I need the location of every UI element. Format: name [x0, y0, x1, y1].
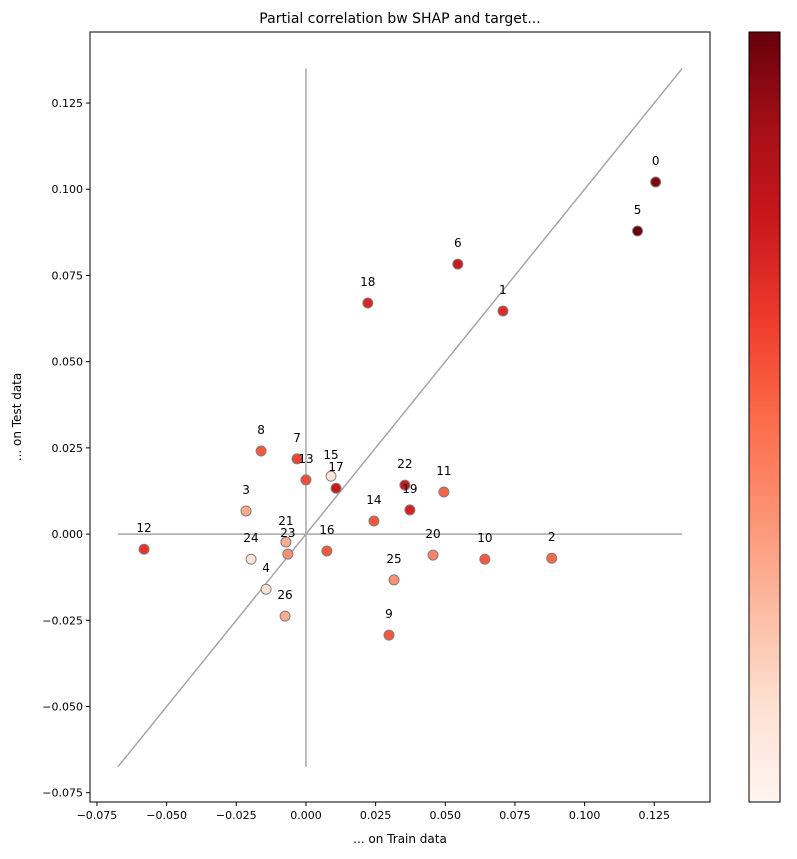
data-point-25	[388, 574, 400, 586]
data-point-4	[260, 583, 272, 595]
data-point-3	[240, 505, 252, 517]
x-tick-label: 0.000	[290, 809, 322, 822]
data-point-9	[383, 629, 395, 641]
x-tick-label: 0.125	[639, 809, 671, 822]
point-label-1: 1	[499, 283, 507, 297]
point-label-7: 7	[293, 431, 301, 445]
point-label-23: 23	[280, 526, 295, 540]
plot-frame	[89, 31, 711, 803]
point-label-21: 21	[278, 514, 293, 528]
point-label-16: 16	[319, 523, 334, 537]
point-label-19: 19	[402, 482, 417, 496]
y-axis-label: ... on Test data	[10, 373, 24, 462]
data-point-16	[321, 545, 333, 557]
point-label-8: 8	[257, 423, 265, 437]
y-tick-label: −0.050	[42, 700, 83, 713]
data-point-17	[330, 482, 342, 494]
data-point-15	[325, 470, 337, 482]
data-point-5	[632, 225, 644, 237]
y-tick-label: 0.125	[52, 97, 84, 110]
y-tick-label: 0.025	[52, 442, 84, 455]
data-point-14	[368, 515, 380, 527]
x-tick-label: −0.075	[77, 809, 118, 822]
point-label-2: 2	[548, 530, 556, 544]
data-point-1	[497, 305, 509, 317]
x-tick-label: 0.075	[499, 809, 531, 822]
x-tick-label: −0.050	[146, 809, 187, 822]
data-point-10	[479, 553, 491, 565]
y-tick-label: −0.025	[42, 614, 83, 627]
colorbar	[748, 31, 781, 803]
y-tick-label: −0.075	[42, 787, 83, 800]
data-point-20	[427, 549, 439, 561]
y-tick-label: 0.050	[52, 356, 84, 369]
data-point-6	[452, 258, 464, 270]
x-tick-label: 0.050	[430, 809, 462, 822]
data-point-26	[279, 610, 291, 622]
point-label-24: 24	[243, 531, 258, 545]
point-label-4: 4	[262, 561, 270, 575]
point-label-25: 25	[386, 552, 401, 566]
point-label-12: 12	[136, 521, 151, 535]
point-label-20: 20	[425, 527, 440, 541]
point-label-13: 13	[298, 452, 313, 466]
point-label-0: 0	[652, 154, 660, 168]
data-point-19	[404, 504, 416, 516]
data-point-12	[138, 543, 150, 555]
point-label-6: 6	[454, 236, 462, 250]
diagonal-line	[117, 68, 683, 768]
x-tick-label: 0.025	[360, 809, 392, 822]
data-point-22	[399, 479, 411, 491]
data-point-23	[282, 548, 294, 560]
x-tick-label: −0.025	[216, 809, 257, 822]
data-point-2	[546, 552, 558, 564]
data-point-8	[255, 445, 267, 457]
point-label-10: 10	[477, 531, 492, 545]
y-tick-label: 0.000	[52, 528, 84, 541]
point-label-22: 22	[397, 457, 412, 471]
x-tick-label: 0.100	[569, 809, 601, 822]
data-point-18	[362, 297, 374, 309]
point-label-5: 5	[634, 203, 642, 217]
y-tick-label: 0.075	[52, 269, 84, 282]
point-label-3: 3	[242, 483, 250, 497]
data-point-21	[280, 536, 292, 548]
x-axis-label: ... on Train data	[353, 832, 447, 846]
data-point-0	[650, 176, 662, 188]
data-point-11	[438, 486, 450, 498]
y-tick-label: 0.100	[52, 183, 84, 196]
chart-title: Partial correlation bw SHAP and target..…	[259, 11, 540, 27]
point-label-26: 26	[277, 588, 292, 602]
point-label-17: 17	[328, 460, 343, 474]
point-label-14: 14	[366, 493, 381, 507]
point-label-15: 15	[323, 448, 338, 462]
data-point-13	[300, 474, 312, 486]
point-label-18: 18	[360, 275, 375, 289]
data-point-24	[245, 553, 257, 565]
point-label-9: 9	[385, 607, 393, 621]
point-label-11: 11	[436, 464, 451, 478]
data-point-7	[291, 453, 303, 465]
